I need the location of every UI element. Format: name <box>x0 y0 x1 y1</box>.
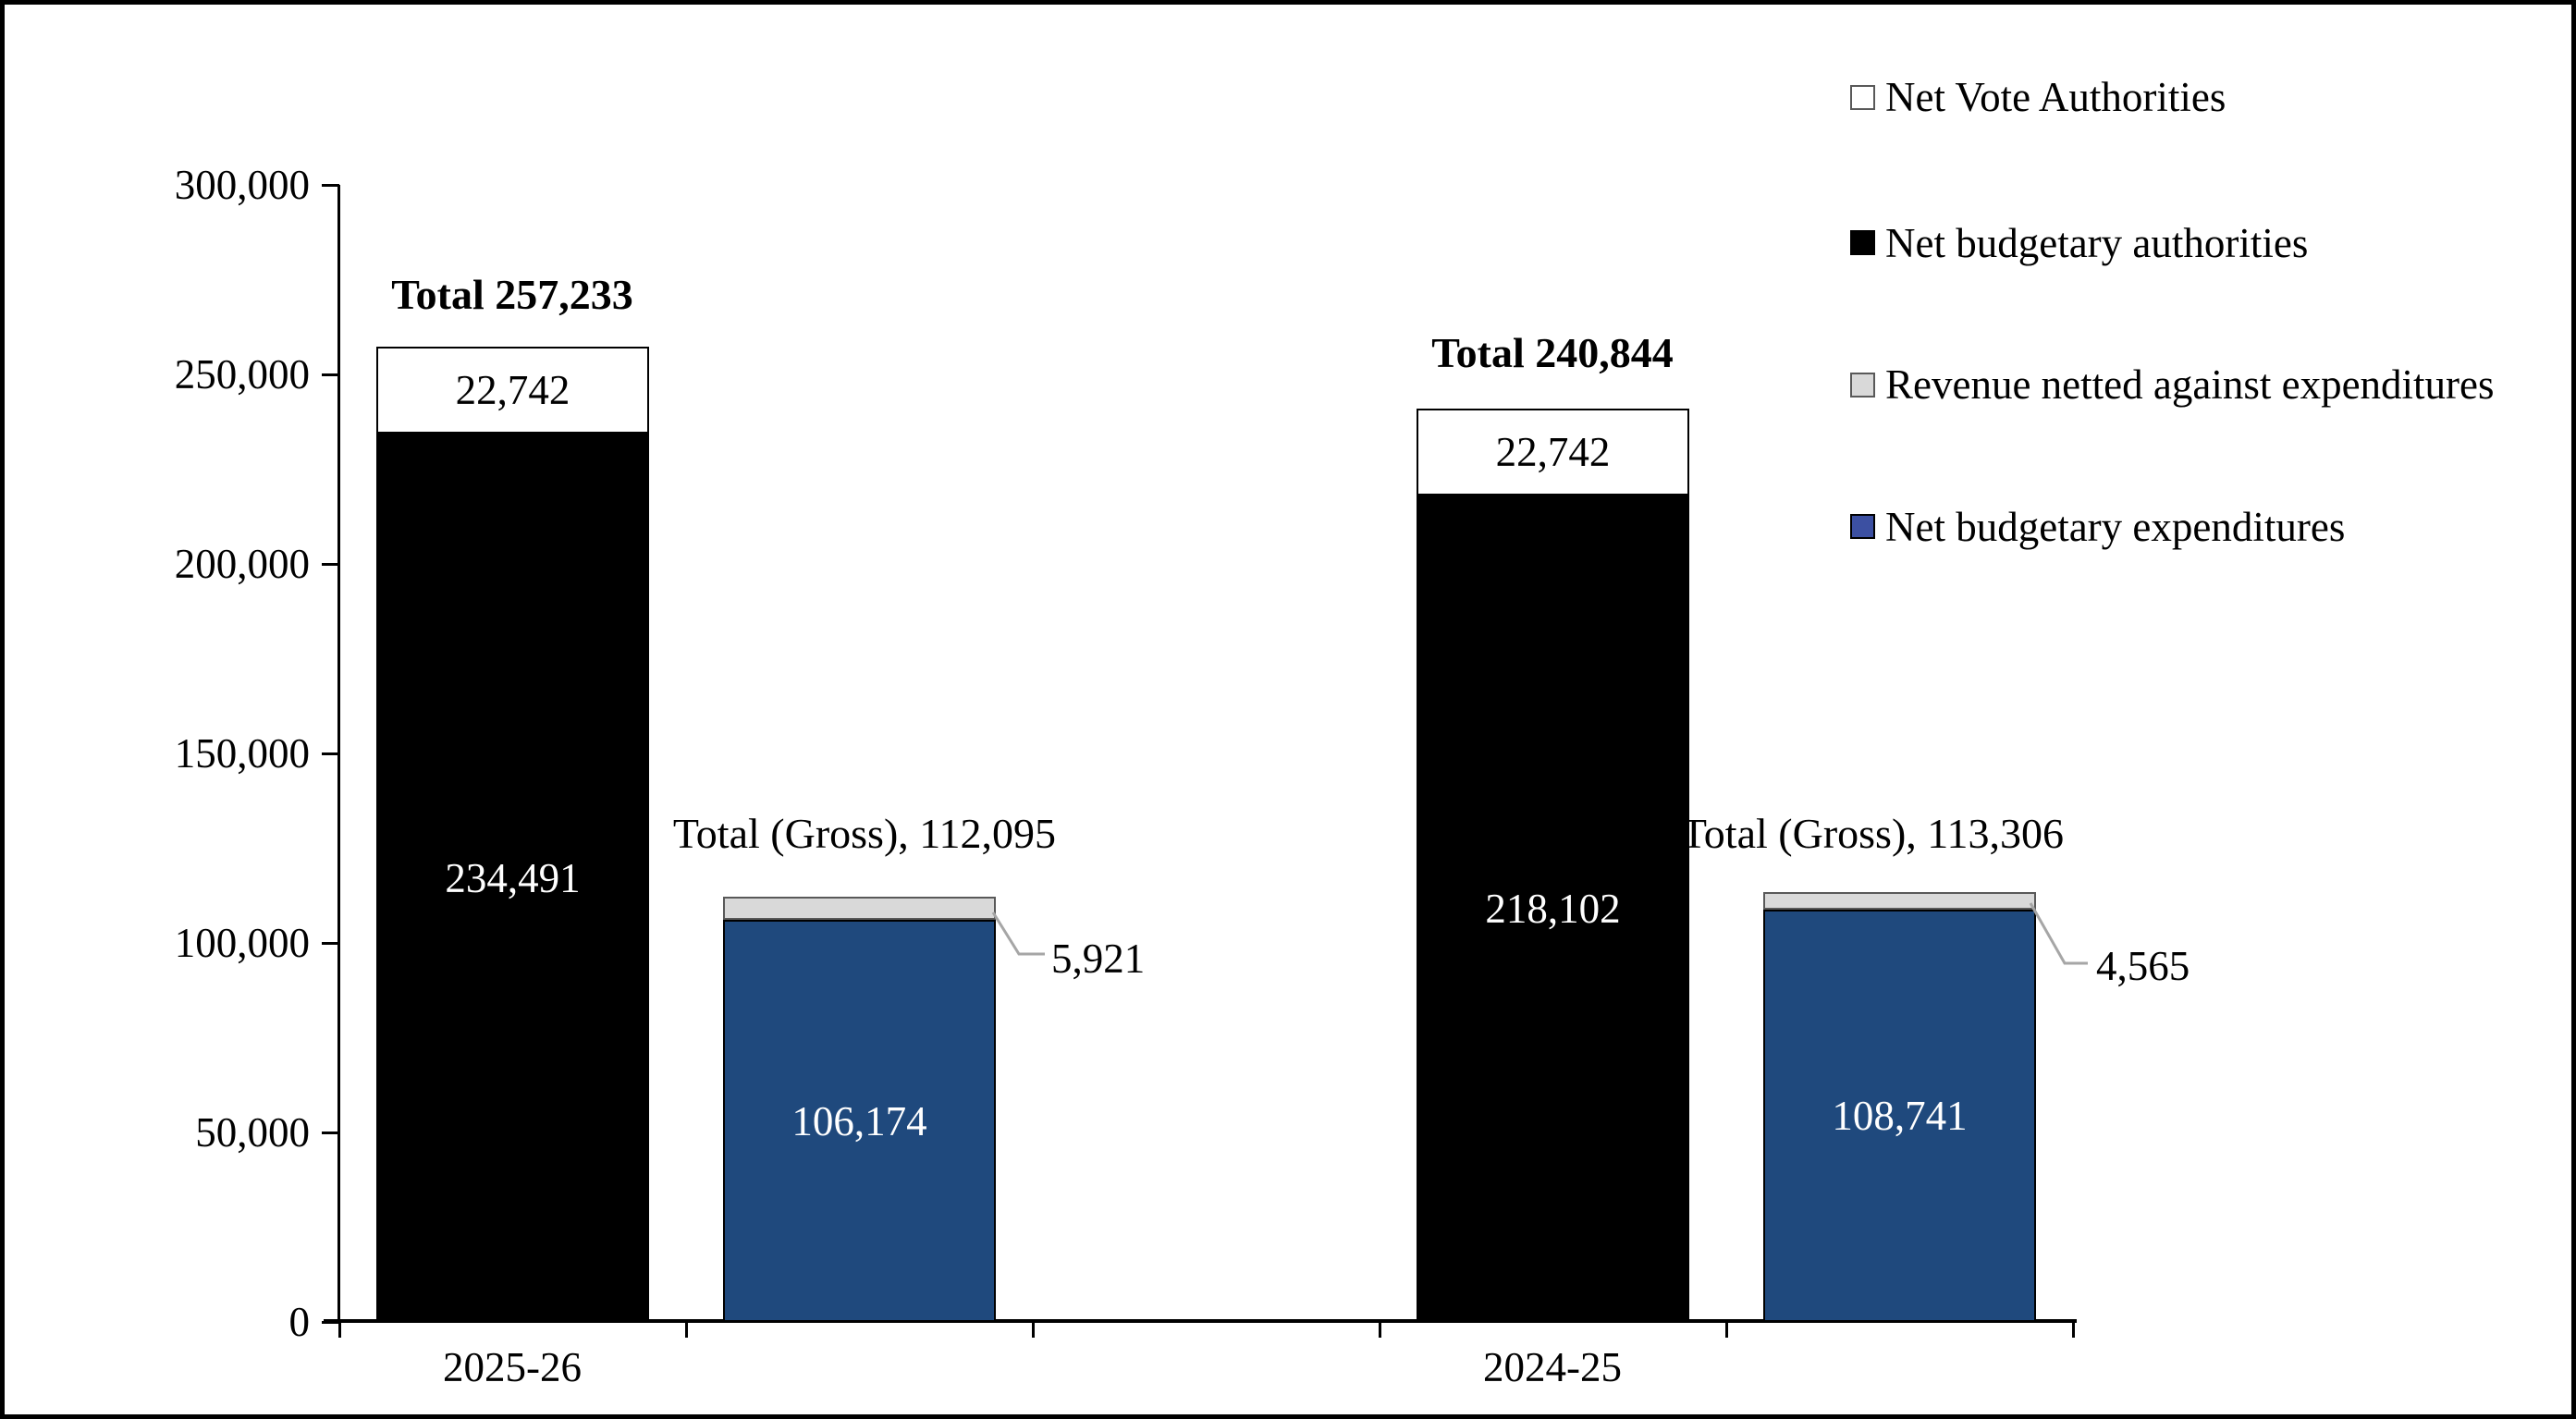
x-category-label-2024-25: 2024-25 <box>1483 1344 1622 1390</box>
segment-value-label: 106,174 <box>791 1097 927 1144</box>
legend-swatch-net-vote-authorities <box>1850 85 1875 110</box>
bar-segment-net-vote-authorities-2025-26: 22,742 <box>376 347 649 434</box>
leader-line-5921 <box>991 911 1045 956</box>
y-axis-tick <box>322 184 339 187</box>
x-axis-tick <box>1379 1321 1381 1338</box>
bar-segment-net-budgetary-expenditures-2024-25: 108,741 <box>1763 910 2036 1322</box>
x-category-label-2025-26: 2025-26 <box>443 1344 582 1390</box>
total-gross-2025-26: Total (Gross), 112,095 <box>672 810 1057 857</box>
legend-swatch-revenue-netted <box>1850 373 1875 398</box>
y-axis-tick <box>322 373 339 376</box>
bar-segment-net-budgetary-authorities-2025-26: 234,491 <box>376 434 649 1322</box>
y-axis-tick <box>322 752 339 755</box>
bar-segment-revenue-netted-2024-25 <box>1763 892 2036 910</box>
total-authorities-2024-25: Total 240,844 <box>1431 329 1674 376</box>
legend-label-net-vote-authorities: Net Vote Authorities <box>1885 74 2226 120</box>
bar-segment-net-vote-authorities-2024-25: 22,742 <box>1417 409 1689 495</box>
legend-swatch-net-budgetary-expenditures <box>1850 514 1875 539</box>
y-axis-tick <box>322 942 339 945</box>
y-tick-label-50000: 50,000 <box>195 1109 310 1156</box>
x-axis-tick <box>1725 1321 1728 1338</box>
bar-segment-revenue-netted-2025-26 <box>723 897 996 920</box>
segment-value-label: 218,102 <box>1485 886 1621 932</box>
y-axis-tick <box>322 563 339 566</box>
bar-segment-net-budgetary-expenditures-2025-26: 106,174 <box>723 920 996 1322</box>
legend-label-net-budgetary-expenditures: Net budgetary expenditures <box>1885 504 2346 550</box>
total-authorities-2025-26: Total 257,233 <box>391 271 633 318</box>
y-tick-label-150000: 150,000 <box>174 730 310 777</box>
y-tick-label-200000: 200,000 <box>174 541 310 587</box>
bar-segment-net-budgetary-authorities-2024-25: 218,102 <box>1417 495 1689 1322</box>
legend-swatch-net-budgetary-authorities <box>1850 230 1875 255</box>
y-tick-label-0: 0 <box>288 1299 311 1345</box>
leader-line-4565 <box>2029 902 2088 965</box>
total-gross-2024-25: Total (Gross), 113,306 <box>1680 810 2065 857</box>
x-axis-tick <box>685 1321 688 1338</box>
y-tick-label-100000: 100,000 <box>174 920 310 966</box>
legend-label-net-budgetary-authorities: Net budgetary authorities <box>1885 220 2309 266</box>
segment-value-label: 22,742 <box>455 367 570 413</box>
segment-value-label: 234,491 <box>445 854 581 901</box>
y-tick-label-300000: 300,000 <box>174 162 310 208</box>
x-axis-tick <box>1032 1321 1035 1338</box>
x-axis-line <box>324 1319 2077 1323</box>
legend-label-revenue-netted: Revenue netted against expenditures <box>1885 361 2495 408</box>
x-axis-tick <box>2072 1321 2075 1338</box>
segment-value-label: 108,741 <box>1832 1093 1968 1139</box>
callout-revenue-netted-2024-25: 4,565 <box>2096 943 2190 989</box>
x-axis-tick <box>338 1321 341 1338</box>
y-tick-label-250000: 250,000 <box>174 351 310 398</box>
y-axis-tick <box>322 1132 339 1134</box>
callout-revenue-netted-2025-26: 5,921 <box>1051 936 1146 982</box>
segment-value-label: 22,742 <box>1495 429 1611 475</box>
